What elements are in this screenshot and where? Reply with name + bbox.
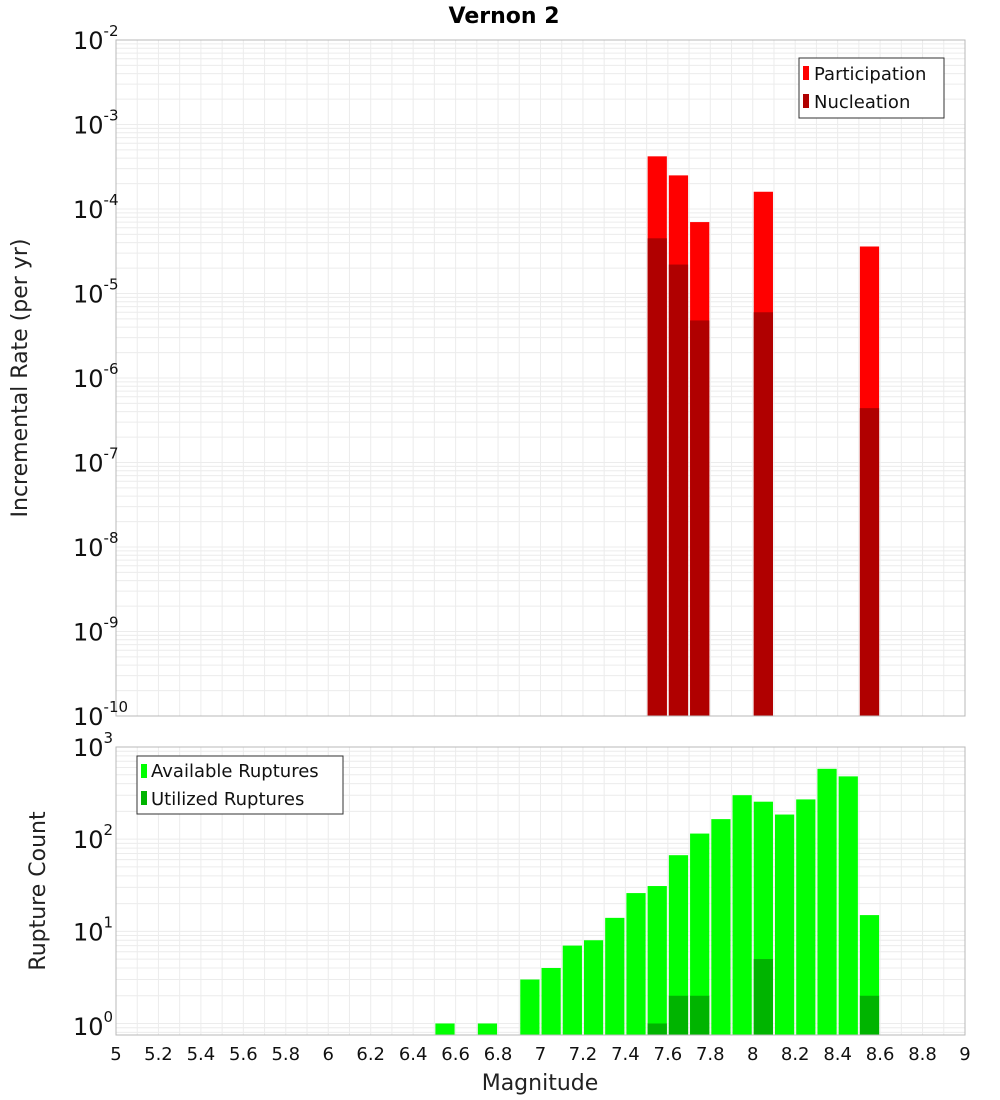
y-tick-label: 102 bbox=[73, 821, 113, 854]
x-tick-label: 8.8 bbox=[908, 1044, 937, 1065]
x-tick-label: 7.2 bbox=[569, 1044, 598, 1065]
bottom-bars bbox=[435, 768, 880, 1035]
utilized-ruptures-bar bbox=[668, 995, 689, 1035]
available-ruptures-bar bbox=[477, 1023, 498, 1035]
available-ruptures-bar bbox=[817, 768, 837, 1035]
legend-label-nucleation: Nucleation bbox=[814, 92, 910, 113]
available-ruptures-bar bbox=[626, 893, 646, 1035]
y-tick-label: 10-4 bbox=[73, 191, 119, 224]
utilized-ruptures-bar bbox=[690, 995, 710, 1035]
nucleation-bar bbox=[859, 408, 880, 716]
available-ruptures-bar bbox=[774, 814, 795, 1035]
bottom-y-axis-label: Rupture Count bbox=[26, 811, 51, 971]
x-axis-label: Magnitude bbox=[482, 1071, 599, 1096]
x-tick-label: 5.2 bbox=[144, 1044, 173, 1065]
y-tick-label: 10-6 bbox=[73, 360, 119, 393]
available-ruptures-bar bbox=[541, 967, 561, 1035]
x-tick-label: 6.8 bbox=[484, 1044, 513, 1065]
x-tick-label: 5.8 bbox=[271, 1044, 300, 1065]
available-ruptures-bar bbox=[732, 795, 752, 1035]
x-tick-label: 8 bbox=[747, 1044, 758, 1065]
top-y-axis-label: Incremental Rate (per yr) bbox=[8, 239, 33, 518]
nucleation-bar bbox=[753, 312, 773, 716]
x-tick-label: 7 bbox=[535, 1044, 546, 1065]
x-tick-label: 7.6 bbox=[654, 1044, 683, 1065]
available-ruptures-bar bbox=[605, 917, 625, 1035]
top-y-ticks: 10-10 10-9 10-8 10-7 10-6 10-5 10-4 10-3 10-2 bbox=[73, 22, 128, 731]
utilized-ruptures-bar bbox=[753, 959, 773, 1035]
x-tick-label: 8.2 bbox=[781, 1044, 810, 1065]
bottom-plot-frame bbox=[115, 746, 966, 1036]
nucleation-bar bbox=[668, 264, 689, 716]
utilized-ruptures-bar bbox=[859, 995, 880, 1035]
available-ruptures-bar bbox=[562, 945, 582, 1035]
available-ruptures-bar bbox=[838, 776, 858, 1035]
top-legend-box bbox=[798, 57, 945, 119]
x-tick-label: 7.4 bbox=[611, 1044, 640, 1065]
top-plot-frame bbox=[115, 39, 966, 717]
x-tick-label: 9 bbox=[959, 1044, 970, 1065]
available-ruptures-bar bbox=[435, 1023, 455, 1035]
nucleation-bar bbox=[647, 238, 667, 717]
legend-swatch-available-ruptures bbox=[141, 764, 147, 778]
x-tick-label: 6.2 bbox=[356, 1044, 385, 1065]
top-gridlines bbox=[115, 40, 966, 717]
y-tick-label: 10-10 bbox=[73, 698, 128, 731]
y-tick-label: 103 bbox=[73, 729, 113, 762]
available-ruptures-bar bbox=[520, 979, 540, 1035]
top-bars bbox=[647, 156, 880, 717]
available-ruptures-bar bbox=[668, 855, 689, 1035]
y-tick-label: 10-7 bbox=[73, 445, 119, 478]
bottom-legend-box bbox=[136, 755, 344, 815]
x-tick-label: 7.8 bbox=[696, 1044, 725, 1065]
bottom-x-ticks: 5 5.2 5.4 5.6 5.8 6 6.2 6.4 6.6 6.8 7 7.2 7.4 7.6 7.8 8… bbox=[110, 1044, 970, 1065]
x-tick-label: 5.6 bbox=[229, 1044, 258, 1065]
legend-swatch-participation bbox=[803, 66, 809, 80]
x-tick-label: 6.6 bbox=[441, 1044, 470, 1065]
x-tick-label: 8.4 bbox=[823, 1044, 852, 1065]
x-tick-label: 5.4 bbox=[187, 1044, 216, 1065]
y-tick-label: 100 bbox=[73, 1008, 113, 1041]
available-ruptures-bar bbox=[583, 940, 604, 1035]
x-tick-label: 5 bbox=[110, 1044, 121, 1065]
available-ruptures-bar bbox=[711, 819, 731, 1035]
y-tick-label: 10-2 bbox=[73, 22, 119, 55]
y-tick-label: 10-5 bbox=[73, 276, 119, 309]
legend-swatch-nucleation bbox=[803, 94, 809, 108]
y-tick-label: 101 bbox=[73, 913, 113, 946]
bottom-y-ticks: 100 101 102 103 bbox=[73, 729, 113, 1041]
available-ruptures-bar bbox=[796, 799, 816, 1035]
legend-label-utilized-ruptures: Utilized Ruptures bbox=[151, 789, 304, 810]
available-ruptures-bar bbox=[647, 886, 667, 1035]
bottom-legend: Available Ruptures Utilized Ruptures bbox=[136, 755, 344, 815]
nucleation-bar bbox=[690, 320, 710, 716]
chart-title: Vernon 2 bbox=[449, 4, 560, 29]
y-tick-label: 10-9 bbox=[73, 614, 119, 647]
legend-swatch-utilized-ruptures bbox=[141, 791, 147, 805]
x-tick-label: 6.4 bbox=[399, 1044, 428, 1065]
x-tick-label: 6 bbox=[323, 1044, 334, 1065]
legend-label-participation: Participation bbox=[814, 64, 926, 85]
top-legend: Participation Nucleation bbox=[798, 57, 945, 119]
utilized-ruptures-bar bbox=[647, 1023, 667, 1035]
legend-label-available-ruptures: Available Ruptures bbox=[151, 761, 319, 782]
x-tick-label: 8.6 bbox=[866, 1044, 895, 1065]
available-ruptures-bar bbox=[690, 833, 710, 1035]
y-tick-label: 10-3 bbox=[73, 107, 119, 140]
y-tick-label: 10-8 bbox=[73, 529, 119, 562]
